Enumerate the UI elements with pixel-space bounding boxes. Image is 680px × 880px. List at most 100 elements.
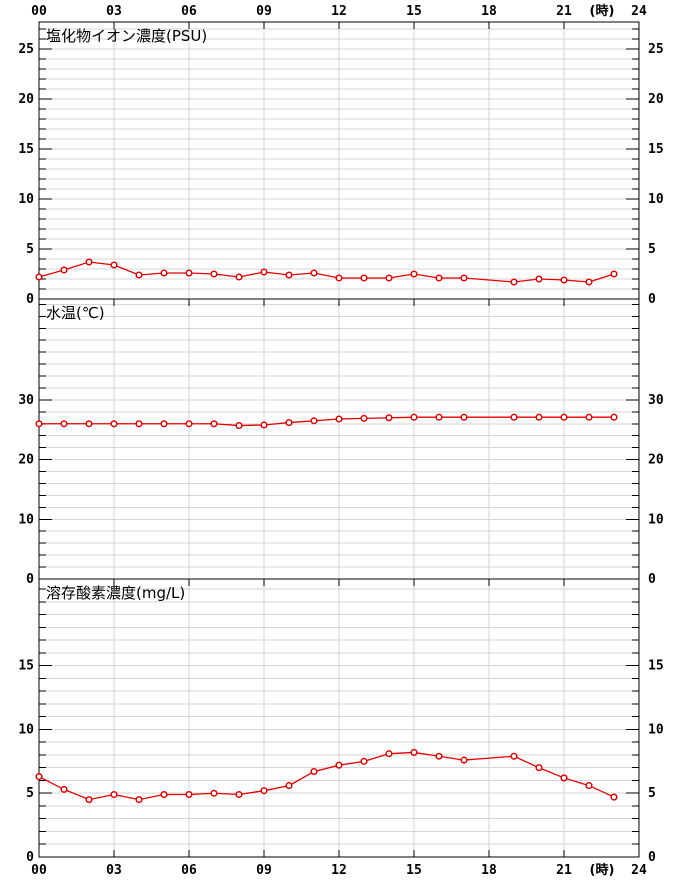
chart-title-water-temp: 水温(℃) — [46, 304, 105, 322]
data-point — [135, 796, 143, 804]
y-tick-label: 0 — [648, 572, 656, 587]
data-point — [535, 764, 543, 772]
data-point — [385, 414, 393, 422]
data-point — [310, 269, 318, 277]
data-point — [160, 269, 168, 277]
data-point — [285, 782, 293, 790]
y-tick-label: 0 — [648, 292, 656, 307]
data-point — [385, 750, 393, 758]
data-point — [460, 756, 468, 764]
data-point — [185, 420, 193, 428]
data-point — [260, 421, 268, 429]
y-tick-label: 5 — [648, 242, 656, 257]
data-point — [335, 274, 343, 282]
x-tick-label: 21 — [556, 863, 572, 878]
series-line — [39, 416, 614, 427]
y-tick-label: 15 — [18, 142, 34, 157]
data-point — [510, 752, 518, 760]
y-tick-label: 15 — [648, 142, 664, 157]
data-point — [260, 268, 268, 276]
data-point — [560, 413, 568, 421]
data-point — [235, 422, 243, 430]
data-point — [85, 796, 93, 804]
data-point — [110, 790, 118, 799]
data-point — [185, 790, 193, 799]
data-point — [360, 757, 368, 765]
y-tick-label: 10 — [648, 722, 664, 737]
x-tick-label: 15 — [406, 863, 422, 878]
y-tick-label: 0 — [26, 292, 34, 307]
data-point — [410, 270, 418, 278]
data-point — [460, 413, 468, 421]
data-point — [560, 774, 568, 782]
x-tick-label: 15 — [406, 4, 422, 19]
data-point — [435, 413, 443, 421]
x-tick-label: 06 — [181, 863, 197, 878]
data-point — [535, 413, 543, 421]
chart-title-chloride: 塩化物イオン濃度(PSU) — [46, 27, 208, 45]
data-point — [510, 413, 518, 421]
data-point — [60, 420, 68, 428]
data-point — [435, 752, 443, 760]
y-tick-label: 20 — [648, 92, 664, 107]
data-point — [360, 414, 368, 422]
y-tick-label: 5 — [26, 786, 34, 801]
y-tick-label: 20 — [18, 453, 34, 468]
data-point — [210, 789, 218, 797]
data-point — [610, 270, 618, 278]
x-tick-label: 00 — [31, 863, 47, 878]
x-tick-label: 09 — [256, 863, 272, 878]
data-point — [235, 790, 243, 799]
y-tick-label: 10 — [648, 192, 664, 207]
data-point — [185, 269, 193, 277]
axis-unit-label: (時) — [590, 3, 615, 19]
data-point — [85, 420, 93, 428]
chart-title-dissolved-oxygen: 溶存酸素濃度(mg/L) — [46, 584, 186, 602]
data-point — [585, 782, 593, 790]
data-point — [585, 413, 593, 421]
y-tick-label: 0 — [26, 850, 34, 865]
data-point — [335, 761, 343, 769]
y-tick-label: 30 — [648, 393, 664, 408]
y-tick-label: 25 — [648, 42, 664, 57]
data-point — [160, 790, 168, 799]
data-point — [410, 413, 418, 421]
data-point — [310, 417, 318, 425]
y-tick-label: 15 — [18, 659, 34, 674]
y-tick-label: 30 — [18, 393, 34, 408]
data-point — [60, 266, 68, 274]
data-point — [210, 270, 218, 278]
y-tick-label: 0 — [648, 850, 656, 865]
data-point — [610, 413, 618, 421]
x-tick-label: 21 — [556, 4, 572, 19]
data-point — [410, 748, 418, 756]
y-tick-label: 10 — [18, 512, 34, 527]
data-point — [310, 768, 318, 776]
x-tick-label: 18 — [481, 4, 497, 19]
data-point — [260, 787, 268, 795]
data-point — [360, 274, 368, 282]
x-tick-label: 12 — [331, 4, 347, 19]
x-tick-label: 18 — [481, 863, 497, 878]
data-point — [110, 261, 118, 269]
data-point — [85, 258, 93, 266]
x-tick-label: 03 — [106, 863, 122, 878]
data-point — [335, 415, 343, 423]
data-point — [560, 276, 568, 284]
x-tick-label: 06 — [181, 4, 197, 19]
y-tick-label: 10 — [18, 722, 34, 737]
x-tick-label: 00 — [31, 4, 47, 19]
data-point — [385, 274, 393, 282]
y-tick-label: 25 — [18, 42, 34, 57]
data-point — [285, 271, 293, 279]
data-point — [610, 793, 618, 801]
y-tick-label: 5 — [26, 242, 34, 257]
axis-unit-label: (時) — [590, 862, 615, 878]
data-point — [435, 274, 443, 282]
data-point — [160, 420, 168, 428]
x-tick-label: 24 — [631, 863, 647, 878]
y-tick-label: 10 — [18, 192, 34, 207]
data-point — [35, 273, 43, 281]
